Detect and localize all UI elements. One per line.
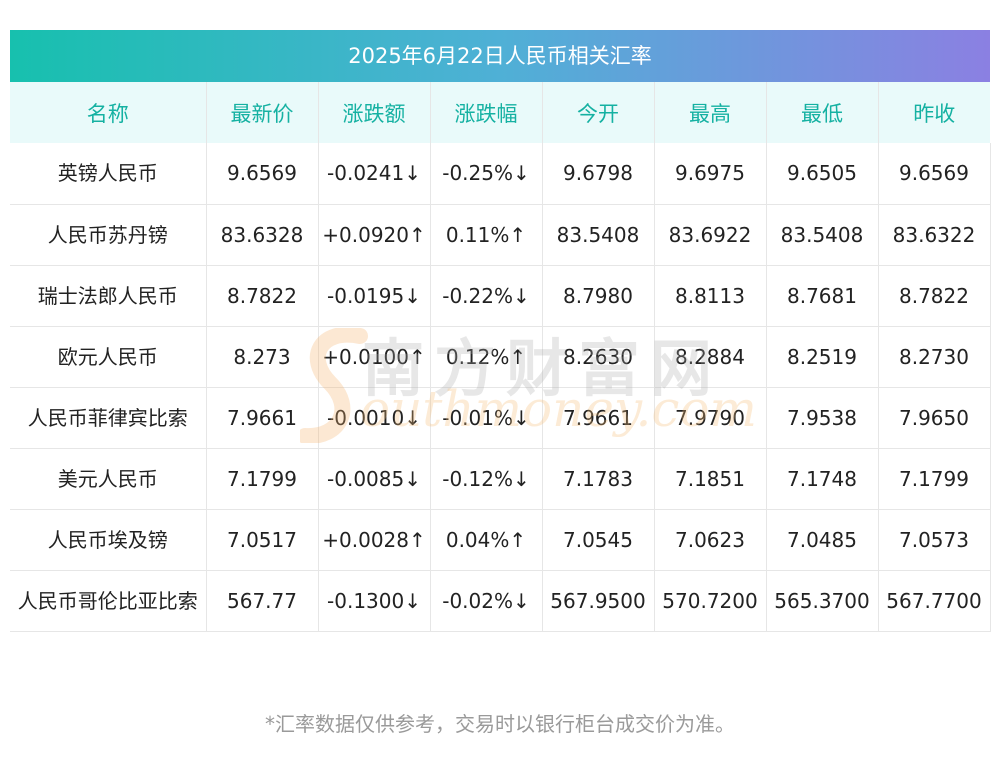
column-header-prev-close: 昨收 — [878, 82, 990, 143]
open-cell: 7.9661 — [542, 387, 655, 449]
currency-name-cell: 人民币埃及镑 — [10, 509, 207, 571]
currency-name-cell: 人民币菲律宾比索 — [10, 387, 207, 449]
change-pct-cell: 0.04%↑ — [430, 509, 543, 571]
latest-price-cell: 7.9661 — [206, 387, 319, 449]
high-cell: 9.6975 — [654, 143, 767, 205]
column-header-open: 今开 — [542, 82, 655, 143]
column-header-name: 名称 — [10, 82, 207, 143]
high-cell: 8.2884 — [654, 326, 767, 388]
low-cell: 7.0485 — [766, 509, 879, 571]
table-row: 英镑人民币 9.6569 -0.0241↓ -0.25%↓ 9.6798 9.6975 9.… — [10, 143, 991, 205]
prev-close-cell: 83.6322 — [878, 204, 991, 266]
high-cell: 570.7200 — [654, 570, 767, 632]
high-cell: 8.8113 — [654, 265, 767, 327]
change-pct-cell: -0.22%↓ — [430, 265, 543, 327]
open-cell: 8.7980 — [542, 265, 655, 327]
open-cell: 7.0545 — [542, 509, 655, 571]
change-cell: -0.1300↓ — [318, 570, 431, 632]
prev-close-cell: 8.7822 — [878, 265, 991, 327]
column-header-latest: 最新价 — [206, 82, 319, 143]
high-cell: 7.9790 — [654, 387, 767, 449]
currency-name-cell: 欧元人民币 — [10, 326, 207, 388]
table-row: 美元人民币 7.1799 -0.0085↓ -0.12%↓ 7.1783 7.1851 7.… — [10, 448, 991, 510]
prev-close-cell: 7.9650 — [878, 387, 991, 449]
change-pct-cell: -0.01%↓ — [430, 387, 543, 449]
change-cell: -0.0010↓ — [318, 387, 431, 449]
high-cell: 7.1851 — [654, 448, 767, 510]
latest-price-cell: 83.6328 — [206, 204, 319, 266]
open-cell: 8.2630 — [542, 326, 655, 388]
low-cell: 9.6505 — [766, 143, 879, 205]
open-cell: 7.1783 — [542, 448, 655, 510]
change-cell: +0.0920↑ — [318, 204, 431, 266]
table-header-row: 名称 最新价 涨跌额 涨跌幅 今开 最高 最低 昨收 — [10, 82, 990, 143]
change-cell: -0.0241↓ — [318, 143, 431, 205]
latest-price-cell: 9.6569 — [206, 143, 319, 205]
latest-price-cell: 8.7822 — [206, 265, 319, 327]
low-cell: 8.7681 — [766, 265, 879, 327]
column-header-change: 涨跌额 — [318, 82, 431, 143]
currency-name-cell: 人民币哥伦比亚比索 — [10, 570, 207, 632]
table-row: 人民币苏丹镑 83.6328 +0.0920↑ 0.11%↑ 83.5408 83.692… — [10, 204, 991, 266]
latest-price-cell: 8.273 — [206, 326, 319, 388]
change-cell: -0.0195↓ — [318, 265, 431, 327]
change-pct-cell: 0.11%↑ — [430, 204, 543, 266]
change-pct-cell: -0.25%↓ — [430, 143, 543, 205]
low-cell: 7.1748 — [766, 448, 879, 510]
prev-close-cell: 7.1799 — [878, 448, 991, 510]
open-cell: 567.9500 — [542, 570, 655, 632]
change-cell: +0.0028↑ — [318, 509, 431, 571]
change-pct-cell: 0.12%↑ — [430, 326, 543, 388]
prev-close-cell: 8.2730 — [878, 326, 991, 388]
high-cell: 83.6922 — [654, 204, 767, 266]
table-row: 人民币哥伦比亚比索 567.77 -0.1300↓ -0.02%↓ 567.9500 57… — [10, 570, 991, 632]
high-cell: 7.0623 — [654, 509, 767, 571]
change-cell: -0.0085↓ — [318, 448, 431, 510]
change-cell: +0.0100↑ — [318, 326, 431, 388]
open-cell: 83.5408 — [542, 204, 655, 266]
column-header-high: 最高 — [654, 82, 767, 143]
currency-name-cell: 美元人民币 — [10, 448, 207, 510]
page-title: 2025年6月22日人民币相关汇率 — [10, 30, 990, 82]
currency-name-cell: 瑞士法郎人民币 — [10, 265, 207, 327]
low-cell: 565.3700 — [766, 570, 879, 632]
currency-name-cell: 人民币苏丹镑 — [10, 204, 207, 266]
column-header-low: 最低 — [766, 82, 879, 143]
change-pct-cell: -0.02%↓ — [430, 570, 543, 632]
table-row: 欧元人民币 8.273 +0.0100↑ 0.12%↑ 8.2630 8.2884 8.25… — [10, 326, 991, 388]
currency-name-cell: 英镑人民币 — [10, 143, 207, 205]
table-row: 人民币埃及镑 7.0517 +0.0028↑ 0.04%↑ 7.0545 7.0623 7.… — [10, 509, 991, 571]
disclaimer-note: *汇率数据仅供参考，交易时以银行柜台成交价为准。 — [265, 712, 735, 736]
latest-price-cell: 7.1799 — [206, 448, 319, 510]
low-cell: 8.2519 — [766, 326, 879, 388]
prev-close-cell: 567.7700 — [878, 570, 991, 632]
open-cell: 9.6798 — [542, 143, 655, 205]
change-pct-cell: -0.12%↓ — [430, 448, 543, 510]
prev-close-cell: 9.6569 — [878, 143, 991, 205]
low-cell: 7.9538 — [766, 387, 879, 449]
prev-close-cell: 7.0573 — [878, 509, 991, 571]
table-row: 瑞士法郎人民币 8.7822 -0.0195↓ -0.22%↓ 8.7980 8.8113… — [10, 265, 991, 327]
low-cell: 83.5408 — [766, 204, 879, 266]
table-row: 人民币菲律宾比索 7.9661 -0.0010↓ -0.01%↓ 7.9661 7.979… — [10, 387, 991, 449]
latest-price-cell: 567.77 — [206, 570, 319, 632]
column-header-change-pct: 涨跌幅 — [430, 82, 543, 143]
exchange-rate-table: 名称 最新价 涨跌额 涨跌幅 今开 最高 最低 昨收 英镑人民币 9.6569 -0… — [10, 82, 991, 632]
latest-price-cell: 7.0517 — [206, 509, 319, 571]
